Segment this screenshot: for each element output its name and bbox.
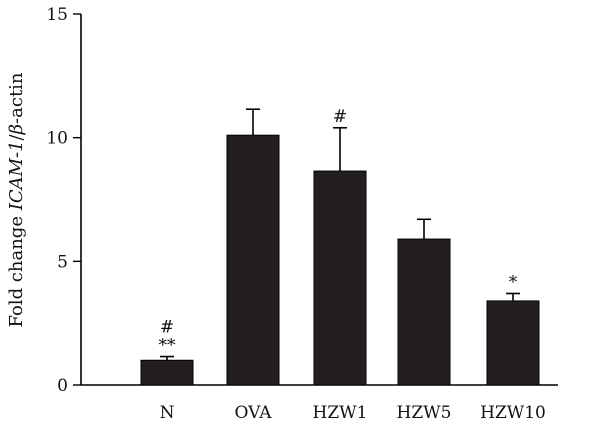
y-axis-title-prefix: Fold change [6,210,27,327]
y-tick-label-0: 0 [57,376,68,396]
y-axis-title-beta: β [6,124,27,135]
x-tick-label-hzw1: HZW1 [313,403,368,423]
x-tick-label-hzw5: HZW5 [397,403,452,423]
annotation-n-0: # [160,318,174,338]
annotation-n-1: ** [159,336,177,356]
bar-n [140,359,194,386]
bar-hzw5 [397,238,451,386]
y-axis-title: Fold change ICAM-1/β-actin [6,72,27,327]
annotations: #**#* [159,107,518,356]
bar-hzw1 [313,170,367,386]
annotation-hzw10-0: * [509,272,518,292]
category-labels: N OVA HZW1 HZW5 HZW10 [160,403,546,423]
bar-ova [226,134,280,386]
axes: 0 5 10 15 [46,5,558,396]
x-tick-label-hzw10: HZW10 [480,403,546,423]
y-axis-title-sep: / [6,133,27,140]
y-axis-title-suffix: -actin [6,72,27,124]
y-tick-label-3: 15 [46,5,68,25]
bar-hzw10 [486,300,540,386]
bars [140,108,540,386]
annotation-hzw1-0: # [333,107,347,127]
y-tick-label-1: 5 [57,252,68,272]
y-axis-title-gene: ICAM-1 [6,140,27,211]
y-tick-label-2: 10 [46,129,68,149]
x-tick-label-n: N [160,403,175,423]
x-tick-label-ova: OVA [234,403,272,423]
